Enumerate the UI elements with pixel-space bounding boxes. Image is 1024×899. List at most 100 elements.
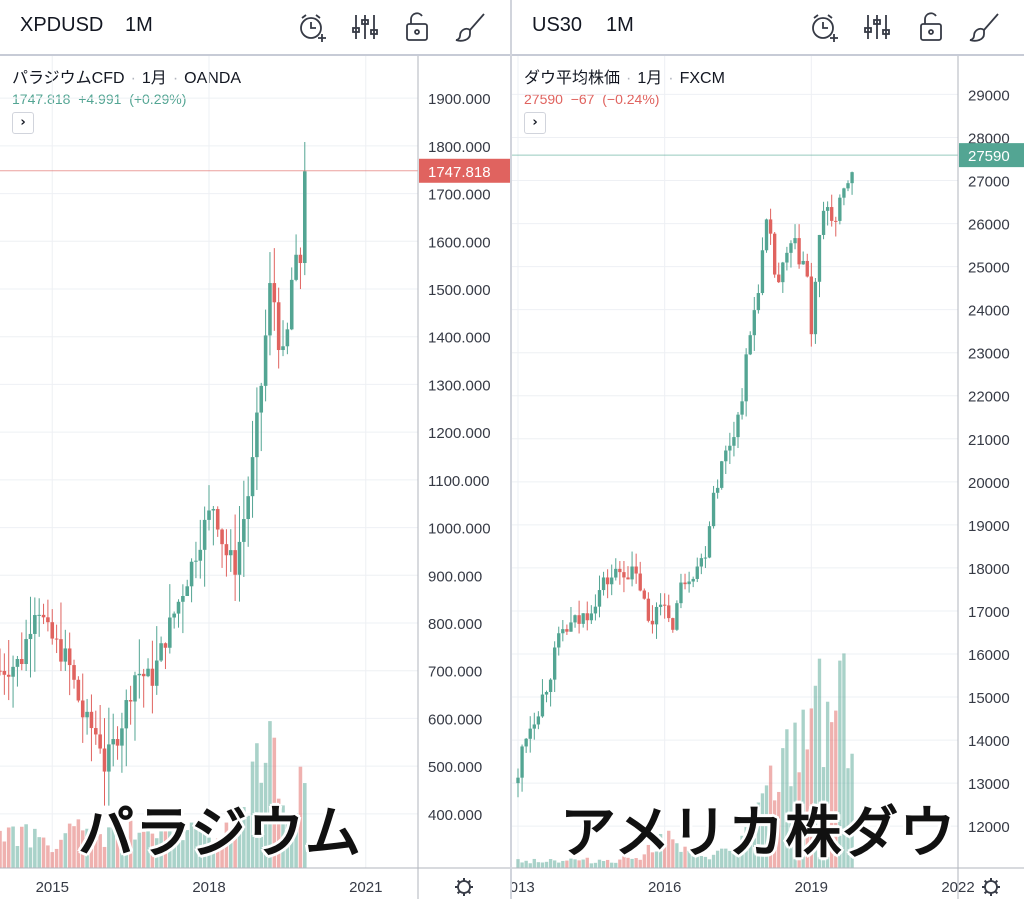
volume-bar	[54, 848, 59, 868]
brush-icon[interactable]	[454, 10, 488, 44]
alarm-add-icon[interactable]	[296, 10, 330, 44]
candle-body	[285, 329, 290, 347]
volume-bar	[46, 845, 50, 868]
volume-bar	[276, 798, 281, 868]
candle-body	[220, 529, 224, 545]
volume-bar	[561, 860, 565, 868]
volume-bar	[662, 844, 667, 868]
volume-bar	[281, 805, 285, 868]
volume-bar	[172, 825, 176, 868]
right-quote-change-pct: (−0.24%)	[602, 91, 660, 107]
volume-bar	[159, 821, 163, 868]
volume-bar	[728, 850, 732, 868]
volume-bar	[154, 838, 159, 868]
volume-bar	[581, 859, 585, 868]
volume-bar	[176, 836, 181, 868]
indicators-icon[interactable]	[860, 10, 894, 44]
candle-body	[679, 582, 683, 604]
candle-body	[797, 238, 801, 265]
left-legend-expand-button[interactable]: ›	[12, 112, 34, 134]
candle-body	[189, 561, 194, 587]
candle-body	[41, 614, 46, 618]
gear-icon[interactable]	[455, 878, 473, 896]
volume-bar	[237, 827, 242, 868]
volume-bar	[215, 838, 220, 868]
volume-bar	[801, 709, 805, 868]
volume-bar	[137, 832, 142, 868]
grid	[512, 56, 959, 868]
brush-icon[interactable]	[968, 10, 1002, 44]
candle-body	[33, 615, 37, 634]
candle-body	[24, 639, 28, 665]
right-symbol[interactable]: US30	[532, 14, 583, 36]
volume-bar	[168, 824, 172, 868]
candle-body	[289, 279, 294, 330]
left-quote-change: +4.991	[78, 91, 122, 107]
volume-bar	[846, 768, 850, 868]
price-tick-label: 18000	[968, 561, 1010, 578]
volume-bar	[650, 852, 655, 868]
left-legend-name: パラジウムCFD	[12, 70, 125, 87]
candle-body	[80, 700, 85, 718]
price-tick-label: 1600.000	[428, 234, 491, 251]
lock-open-icon[interactable]	[400, 10, 434, 44]
price-tick-label: 27000	[968, 174, 1010, 191]
candle-body	[524, 738, 528, 747]
volume-bar	[298, 766, 303, 868]
candle-body	[115, 739, 120, 746]
volume-bar	[752, 838, 756, 868]
left-price-chart[interactable]: 400.000 500.000 600.000 700.000 800.000 900.0…	[0, 56, 510, 899]
candle-body	[675, 603, 679, 630]
volume-bar	[838, 660, 842, 868]
volume-bar	[821, 767, 826, 868]
volume-bar	[67, 823, 72, 868]
volume-bar	[102, 846, 107, 868]
volume-bar	[756, 802, 761, 868]
left-symbol[interactable]: XPDUSD	[20, 14, 104, 36]
candle-body	[237, 541, 242, 575]
volume-bar	[605, 859, 610, 868]
candle-body	[601, 577, 606, 591]
candle-body	[793, 238, 797, 244]
price-tick-label: 17000	[968, 604, 1010, 621]
candle-body	[111, 739, 115, 745]
volume-bar	[691, 853, 695, 868]
volume-bar	[646, 844, 651, 868]
candle-body	[752, 310, 756, 336]
candle-body	[154, 660, 159, 686]
candle-body	[789, 243, 793, 253]
candle-body	[711, 492, 716, 527]
candle-body	[255, 412, 259, 458]
right-price-chart[interactable]: 12000 13000 14000 15000 16000 17000 18000 19000…	[512, 56, 1024, 899]
volume-bar	[150, 833, 155, 868]
alarm-add-icon[interactable]	[808, 10, 842, 44]
left-legend: パラジウムCFD · 1月 · OANDA	[12, 64, 241, 88]
candle-body	[565, 629, 569, 632]
left-interval[interactable]: 1M	[125, 14, 153, 36]
indicators-icon[interactable]	[348, 10, 382, 44]
candle-body	[172, 613, 176, 618]
candle-body	[128, 700, 133, 702]
volume-bar	[198, 824, 203, 868]
gear-icon-tooth	[467, 890, 472, 895]
right-legend-expand-button[interactable]: ›	[524, 112, 546, 134]
candle-body	[98, 734, 102, 749]
candle-body	[777, 274, 781, 283]
volume-bar	[667, 830, 671, 868]
gear-icon[interactable]	[982, 878, 1000, 896]
volume-bar	[593, 862, 598, 868]
volume-bar	[194, 822, 198, 868]
time-tick-label: 2013	[512, 879, 535, 896]
candle-body	[699, 558, 704, 567]
volume-bar	[285, 819, 290, 868]
right-interval[interactable]: 1M	[606, 14, 634, 36]
volume-bar	[707, 859, 712, 868]
volume-bar	[789, 786, 793, 868]
candle-body	[658, 604, 663, 607]
candle-body	[589, 613, 594, 621]
candle-body	[37, 614, 41, 616]
volume-bar	[246, 815, 250, 868]
panel-divider[interactable]	[510, 0, 512, 899]
lock-open-icon[interactable]	[914, 10, 948, 44]
volume-bar	[202, 830, 207, 868]
